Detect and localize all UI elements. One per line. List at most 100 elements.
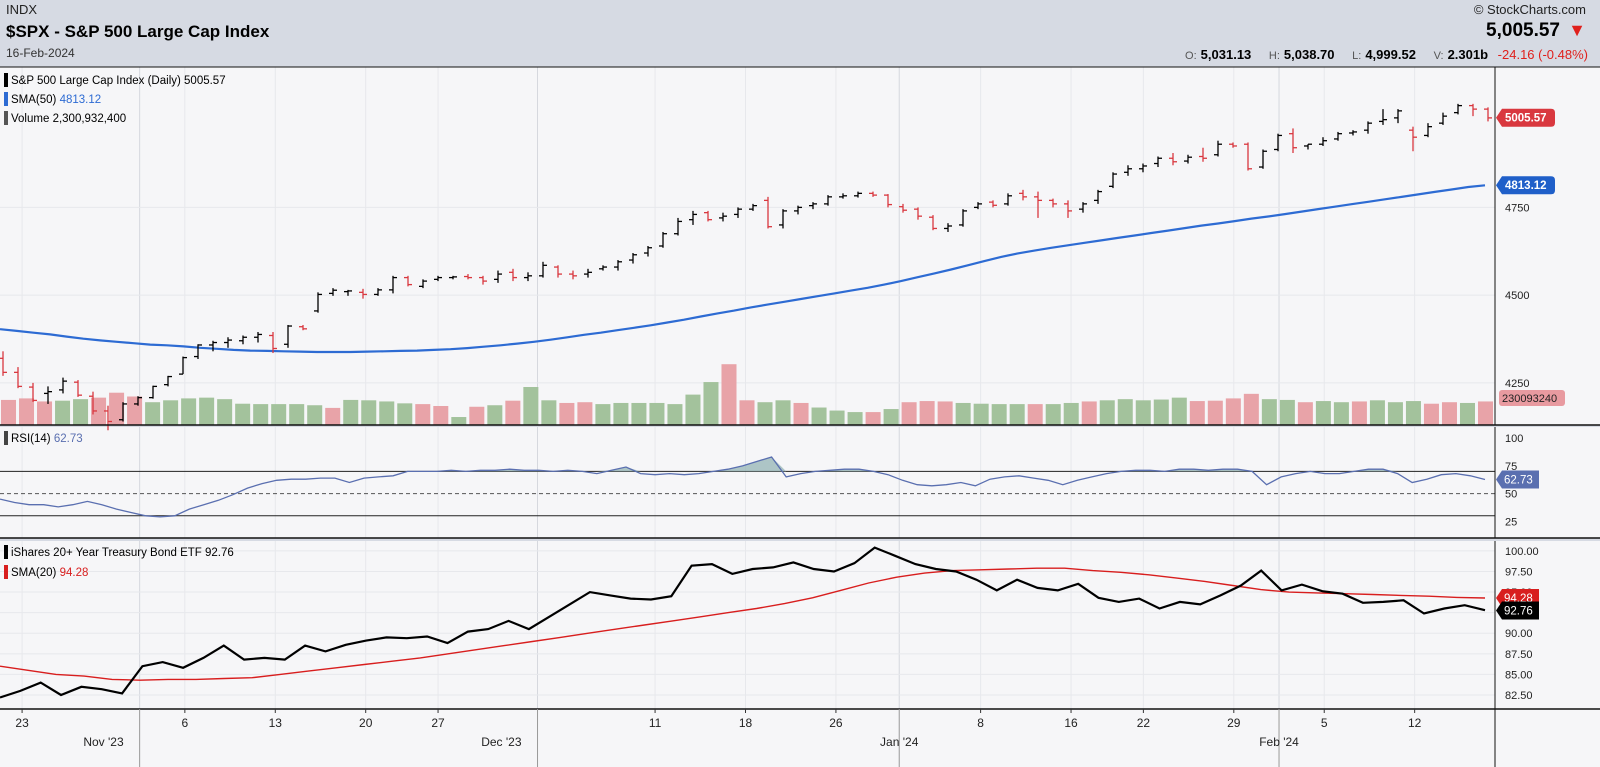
volume-bar	[739, 400, 755, 425]
volume-bar	[1063, 402, 1079, 425]
volume-bar	[811, 407, 827, 425]
ohlc-bar	[1304, 143, 1312, 150]
ohlc-bar	[44, 386, 52, 404]
volume-bar	[577, 402, 593, 425]
volume-bar	[559, 402, 575, 425]
volume-bar	[829, 410, 845, 425]
rsi-tick-label: 25	[1505, 516, 1517, 528]
rsi-tick-label: 75	[1505, 461, 1517, 473]
ohlc-bar	[119, 402, 127, 422]
low-label: L:	[1352, 50, 1362, 62]
tlt-tick-label: 100.00	[1505, 546, 1539, 558]
last-value-label: 4813.12	[1505, 180, 1547, 192]
ohlc-bar	[1334, 131, 1342, 141]
ohlc-bar	[134, 396, 142, 406]
ohlc-bar	[269, 331, 277, 354]
legend-swatch	[4, 565, 8, 579]
ohlc-bar	[929, 215, 937, 231]
volume-bar	[271, 404, 287, 425]
tlt-tick-label: 85.00	[1505, 669, 1533, 681]
x-tick-label: 22	[1137, 716, 1151, 730]
ohlc-bar	[629, 253, 637, 264]
ohlc-bar	[389, 275, 397, 294]
ohlc-bar	[1064, 200, 1072, 218]
volume-bar	[163, 400, 179, 425]
high-label: H:	[1268, 50, 1280, 62]
volume-bar	[1045, 404, 1061, 425]
legend-value: 4813.12	[60, 94, 102, 106]
volume-bar	[379, 401, 395, 425]
x-tick-label: 29	[1227, 716, 1241, 730]
ohlc-bar	[1454, 103, 1462, 115]
x-tick-label: 5	[1321, 716, 1328, 730]
ohlc-bar	[224, 337, 232, 348]
price-pane	[0, 67, 1495, 425]
volume-bar	[793, 402, 809, 425]
legend-label: SMA(20) 94.28	[11, 567, 88, 579]
ohlc-bar	[1319, 137, 1327, 146]
volume-bar	[649, 402, 665, 425]
ohlc-bar	[1094, 189, 1102, 204]
volume-bar	[1369, 400, 1385, 425]
volume-bar	[1387, 402, 1403, 425]
ohlc-bar	[1124, 165, 1132, 176]
ohlc-bar	[179, 356, 187, 375]
ohlc-bar	[29, 382, 37, 402]
volume-bar	[685, 394, 701, 425]
ohlc-bar	[674, 217, 682, 236]
volume-bar	[127, 396, 143, 425]
legend-value: 2,300,932,400	[53, 113, 127, 125]
volume-bar	[1243, 393, 1259, 425]
legend-value: 62.73	[54, 433, 83, 445]
ohlc-bar	[749, 203, 757, 211]
volume-bar	[703, 382, 719, 425]
tlt-last-label: 92.76	[1504, 606, 1533, 618]
volume-bar	[1459, 402, 1475, 425]
volume-last-label: 230093240	[1502, 393, 1557, 405]
ohlc-bar	[869, 191, 877, 197]
volume-bar	[775, 400, 791, 425]
ohlc-bar	[1184, 154, 1192, 164]
legend-swatch	[4, 92, 8, 106]
ohlc-bar	[884, 194, 892, 208]
ohlc-bar	[314, 292, 322, 313]
ohlc-bar	[299, 324, 307, 331]
ohlc-bar	[284, 324, 292, 348]
tlt-line	[0, 546, 1486, 699]
volume-bar	[721, 364, 737, 425]
ohlc-bar	[1079, 202, 1087, 213]
ohlc-bar	[494, 270, 502, 283]
ohlc-bar	[989, 200, 997, 208]
volume-bar	[1081, 401, 1097, 425]
rsi-overbought-fill	[0, 457, 1485, 472]
volume-bar	[361, 400, 377, 425]
ohlc-bar	[599, 265, 607, 271]
chart-date: 16-Feb-2024	[6, 46, 75, 60]
brand-link[interactable]: © StockCharts.com	[1473, 2, 1586, 17]
volume-bar	[217, 399, 233, 425]
ohlc-bar	[1379, 109, 1387, 125]
legend-label: S&P 500 Large Cap Index (Daily) 5005.57	[11, 75, 226, 87]
volume-bar	[847, 412, 863, 425]
volume-bar	[1333, 402, 1349, 425]
ohlc-bar	[1484, 107, 1492, 122]
volume-bar	[1153, 399, 1169, 425]
volume-bar	[415, 404, 431, 425]
open-label: O:	[1185, 50, 1197, 62]
ohlc-bar	[1274, 133, 1282, 152]
ohlc-bar	[209, 340, 217, 352]
down-arrow-icon: ▼	[1568, 20, 1586, 40]
volume-bar	[1261, 399, 1277, 425]
volume-bar	[397, 403, 413, 425]
volume-bar	[487, 405, 503, 425]
legend-swatch	[4, 111, 8, 125]
ohlc-bar	[449, 275, 457, 280]
volume-bar	[1189, 401, 1205, 425]
legend-swatch	[4, 545, 8, 559]
volume-bar	[505, 400, 521, 425]
ohlc-bar	[1229, 142, 1237, 148]
tlt-sma20-line	[0, 567, 1486, 681]
ohlc-bar	[704, 210, 712, 222]
high-value: 5,038.70	[1283, 47, 1335, 62]
ohlc-bar	[404, 275, 412, 287]
